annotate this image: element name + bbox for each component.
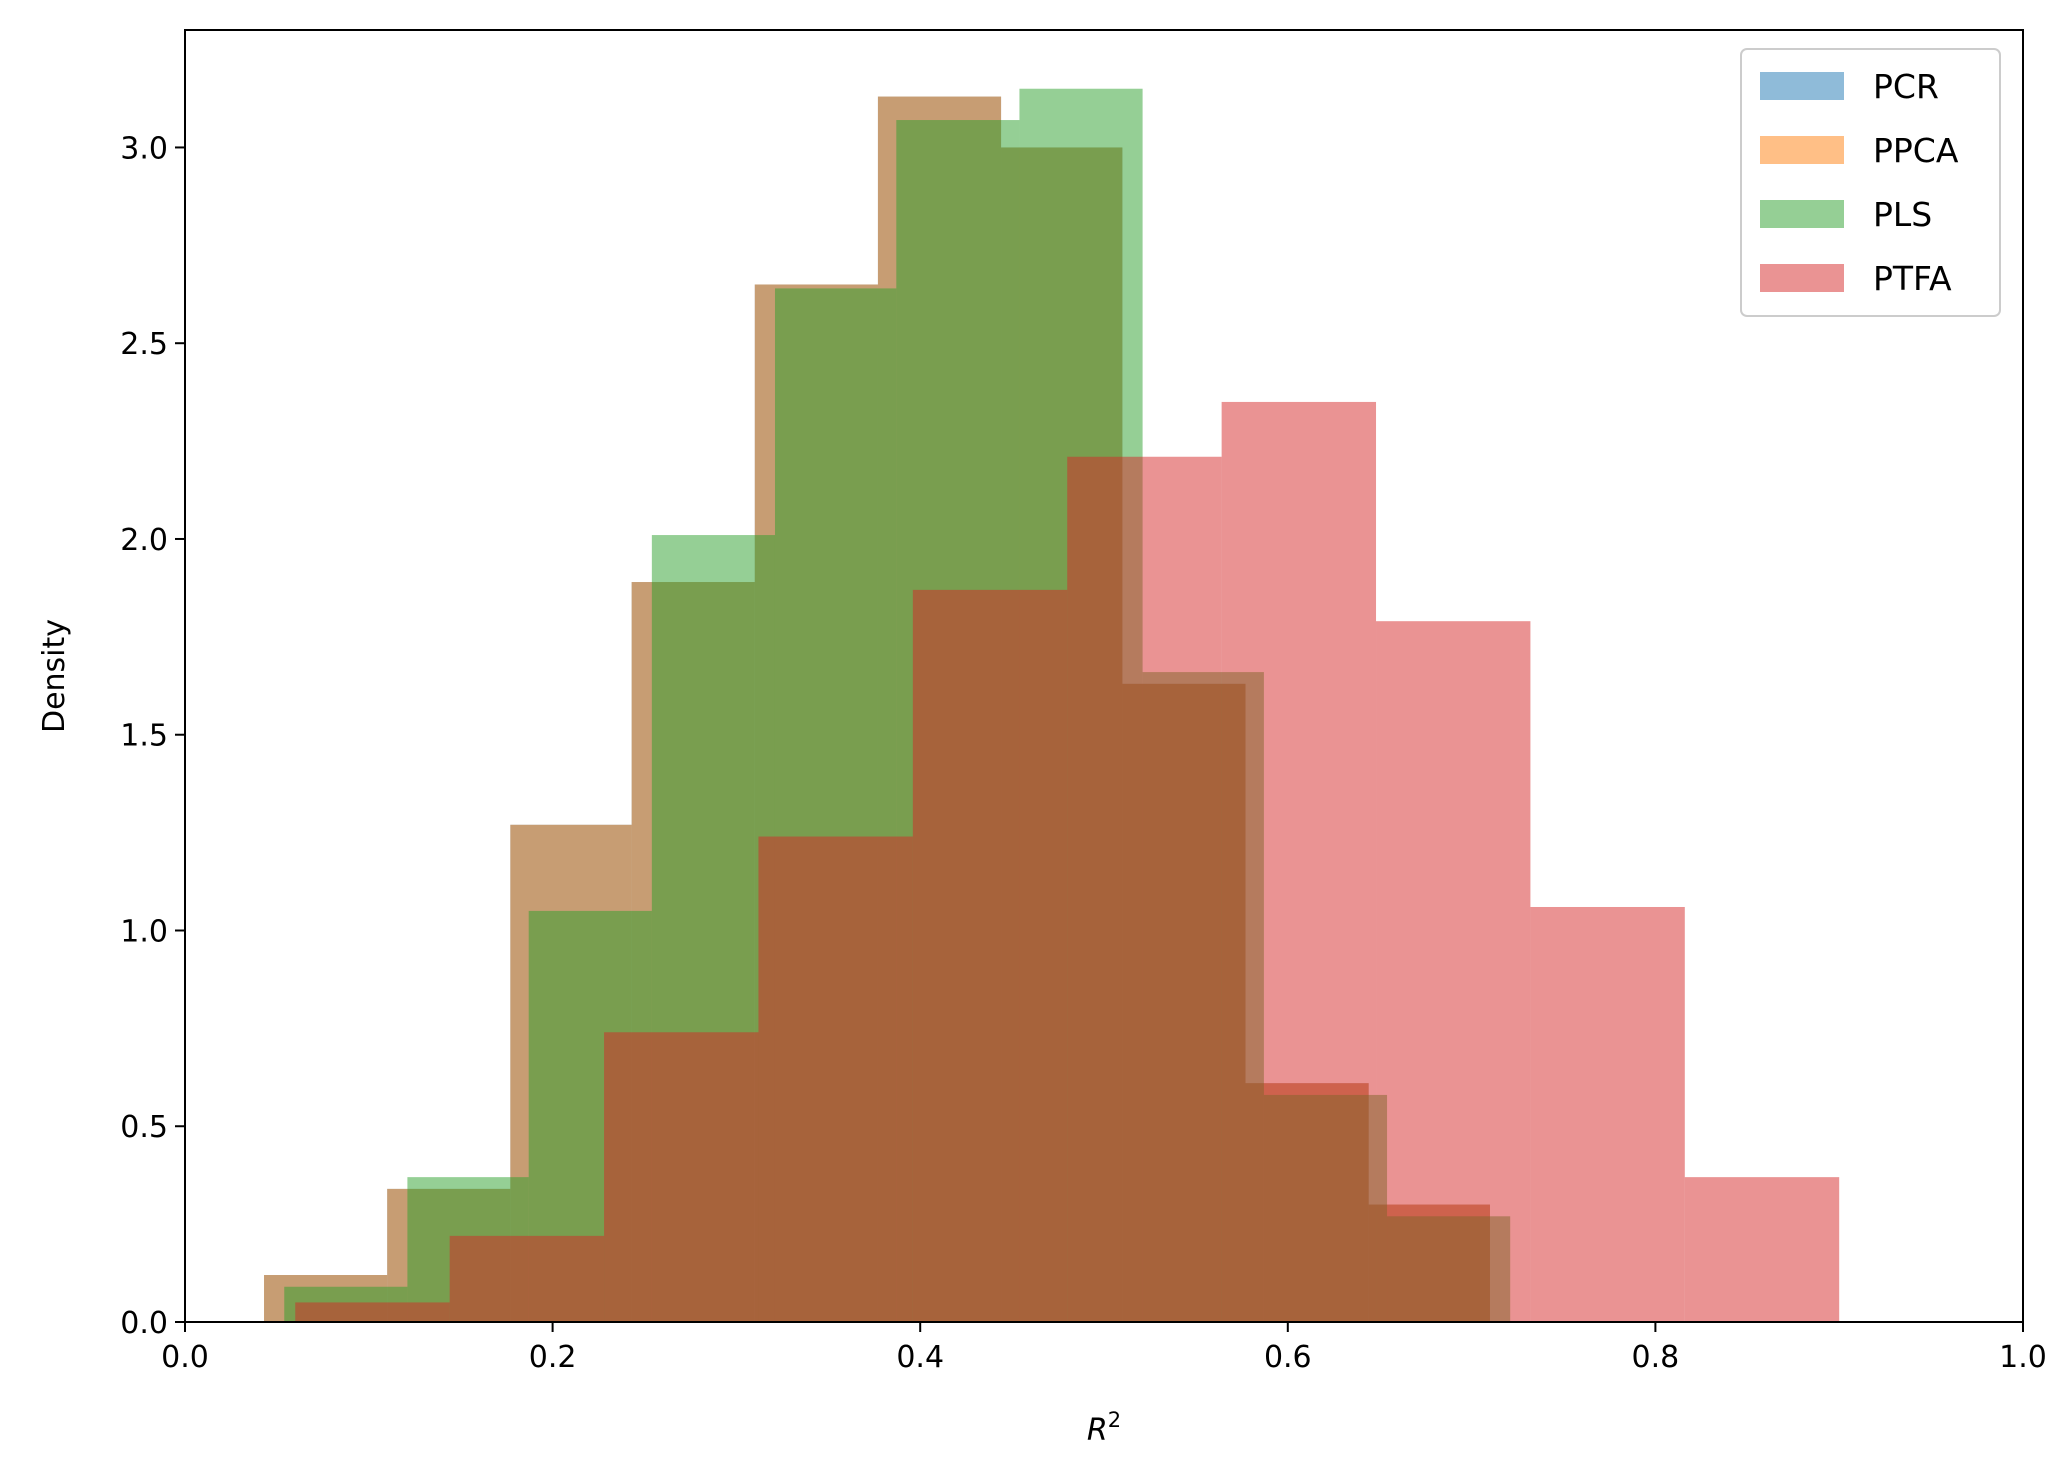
legend-swatch (1760, 200, 1844, 228)
bar-ptfa-5 (1067, 456, 1222, 1322)
series-ptfa (295, 401, 1840, 1322)
legend-label: PCR (1873, 67, 1939, 106)
bar-ptfa-6 (1221, 401, 1377, 1322)
legend-item-ptfa: PTFA (1760, 259, 1952, 298)
bar-ptfa-7 (1376, 621, 1531, 1322)
y-tick-label: 0.0 (120, 1306, 168, 1341)
legend: PCR PPCA PLS PTFA (1740, 48, 2001, 317)
legend-label: PPCA (1873, 131, 1959, 170)
x-tick-label: 0.4 (896, 1340, 944, 1375)
bar-ptfa-2 (604, 1032, 759, 1322)
x-tick-label: 0.2 (529, 1340, 577, 1375)
bar-ptfa-8 (1530, 906, 1685, 1322)
x-axis-label-superscript: 2 (1108, 1408, 1121, 1432)
y-tick-label: 1.5 (120, 719, 168, 754)
bar-ptfa-0 (295, 1302, 450, 1322)
bars-layer (264, 88, 1840, 1323)
legend-label: PLS (1873, 195, 1932, 234)
y-tick-label: 2.5 (120, 327, 168, 362)
bar-ptfa-3 (758, 836, 913, 1322)
y-tick-label: 3.0 (120, 131, 168, 166)
legend-swatch (1760, 264, 1844, 292)
legend-swatch (1760, 72, 1844, 100)
y-tick-label: 2.0 (120, 523, 168, 558)
legend-swatch (1760, 136, 1844, 164)
legend-item-pcr: PCR (1760, 67, 1939, 106)
y-tick-label: 1.0 (120, 914, 168, 949)
x-tick-label: 0.0 (161, 1340, 209, 1375)
legend-item-pls: PLS (1760, 195, 1932, 234)
y-tick-label: 0.5 (120, 1110, 168, 1145)
legend-label: PTFA (1873, 259, 1952, 298)
bar-ptfa-4 (912, 589, 1068, 1322)
legend-items: PCR PPCA PLS PTFA (1760, 67, 1959, 298)
bar-ptfa-9 (1684, 1177, 1840, 1322)
y-axis-ticks: 0.0 0.5 1.0 1.5 2.0 2.5 3.0 (120, 131, 185, 1341)
x-axis-label: R2 (1087, 1408, 1121, 1448)
bar-ptfa-1 (449, 1235, 605, 1322)
x-tick-label: 0.8 (1632, 1340, 1680, 1375)
y-axis-label: Density (37, 619, 72, 733)
x-axis-label-base: R (1087, 1413, 1108, 1448)
x-tick-label: 1.0 (1999, 1340, 2047, 1375)
legend-box (1740, 48, 2001, 317)
plot-frame (184, 29, 2024, 1323)
x-tick-label: 0.6 (1264, 1340, 1312, 1375)
x-axis-ticks: 0.0 0.2 0.4 0.6 0.8 1.0 (161, 1322, 2047, 1375)
legend-item-ppca: PPCA (1760, 131, 1959, 170)
